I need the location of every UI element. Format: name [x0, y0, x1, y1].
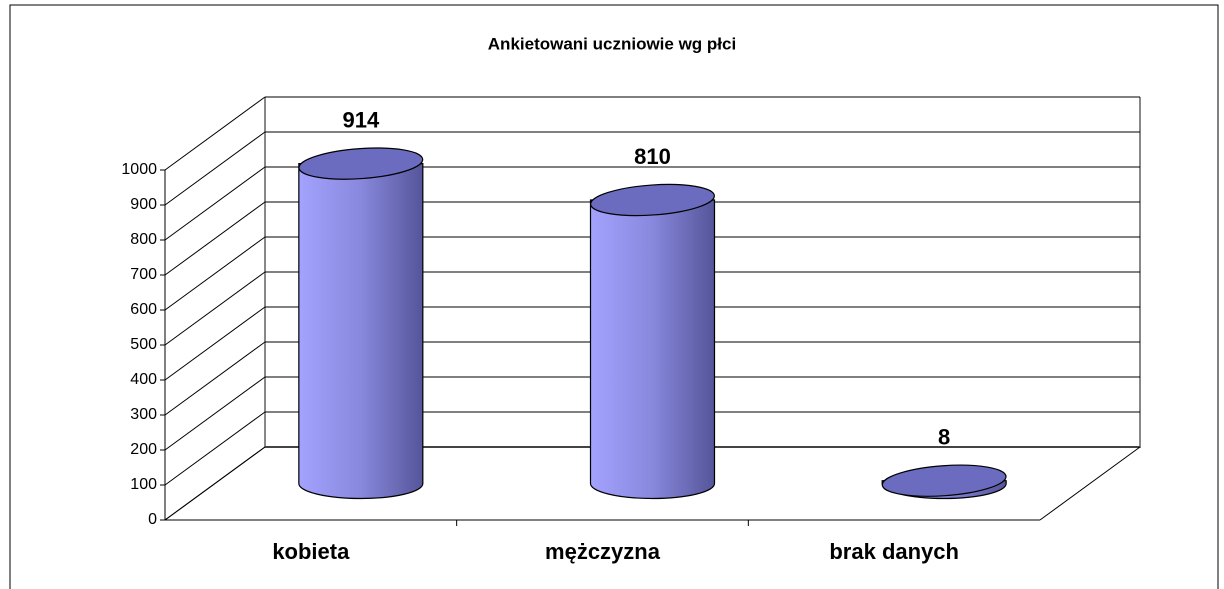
x-tick-label: kobieta: [272, 539, 350, 564]
y-tick-label: 100: [130, 476, 157, 493]
y-tick-label: 1000: [121, 161, 157, 178]
side-grid-line: [164, 411, 266, 486]
chart-border: [9, 4, 1219, 589]
cylinder: [589, 199, 716, 500]
y-tick-label: 300: [130, 406, 157, 423]
y-tick-label: 200: [130, 441, 157, 458]
y-tick-label: 400: [130, 371, 157, 388]
side-grid-line: [164, 271, 266, 346]
side-grid-line: [164, 236, 266, 311]
side-grid-line: [164, 166, 266, 241]
y-tick-label: 700: [130, 266, 157, 283]
cylinder-top: [298, 147, 424, 180]
y-tick-label: 500: [130, 336, 157, 353]
chart-title: Ankietowani uczniowie wg płci: [488, 34, 736, 53]
x-tick-label: brak danych: [829, 539, 959, 564]
value-label: 8: [938, 425, 950, 450]
side-grid-line: [164, 446, 266, 521]
side-grid-line: [164, 96, 266, 171]
side-grid-line: [164, 376, 266, 451]
side-grid-line: [164, 201, 266, 276]
side-grid-line: [164, 306, 266, 381]
side-grid-line: [164, 341, 266, 416]
side-grid-line: [164, 131, 266, 206]
cylinder: [298, 163, 424, 500]
value-label: 810: [634, 144, 671, 169]
cylinder-top: [590, 183, 715, 217]
y-tick-label: 0: [148, 511, 157, 528]
x-tick-label: mężczyzna: [545, 539, 661, 564]
cylinder-top: [881, 464, 1007, 497]
value-label: 914: [342, 107, 379, 132]
y-tick-label: 900: [130, 196, 157, 213]
y-tick-label: 800: [130, 231, 157, 248]
y-tick-label: 600: [130, 301, 157, 318]
